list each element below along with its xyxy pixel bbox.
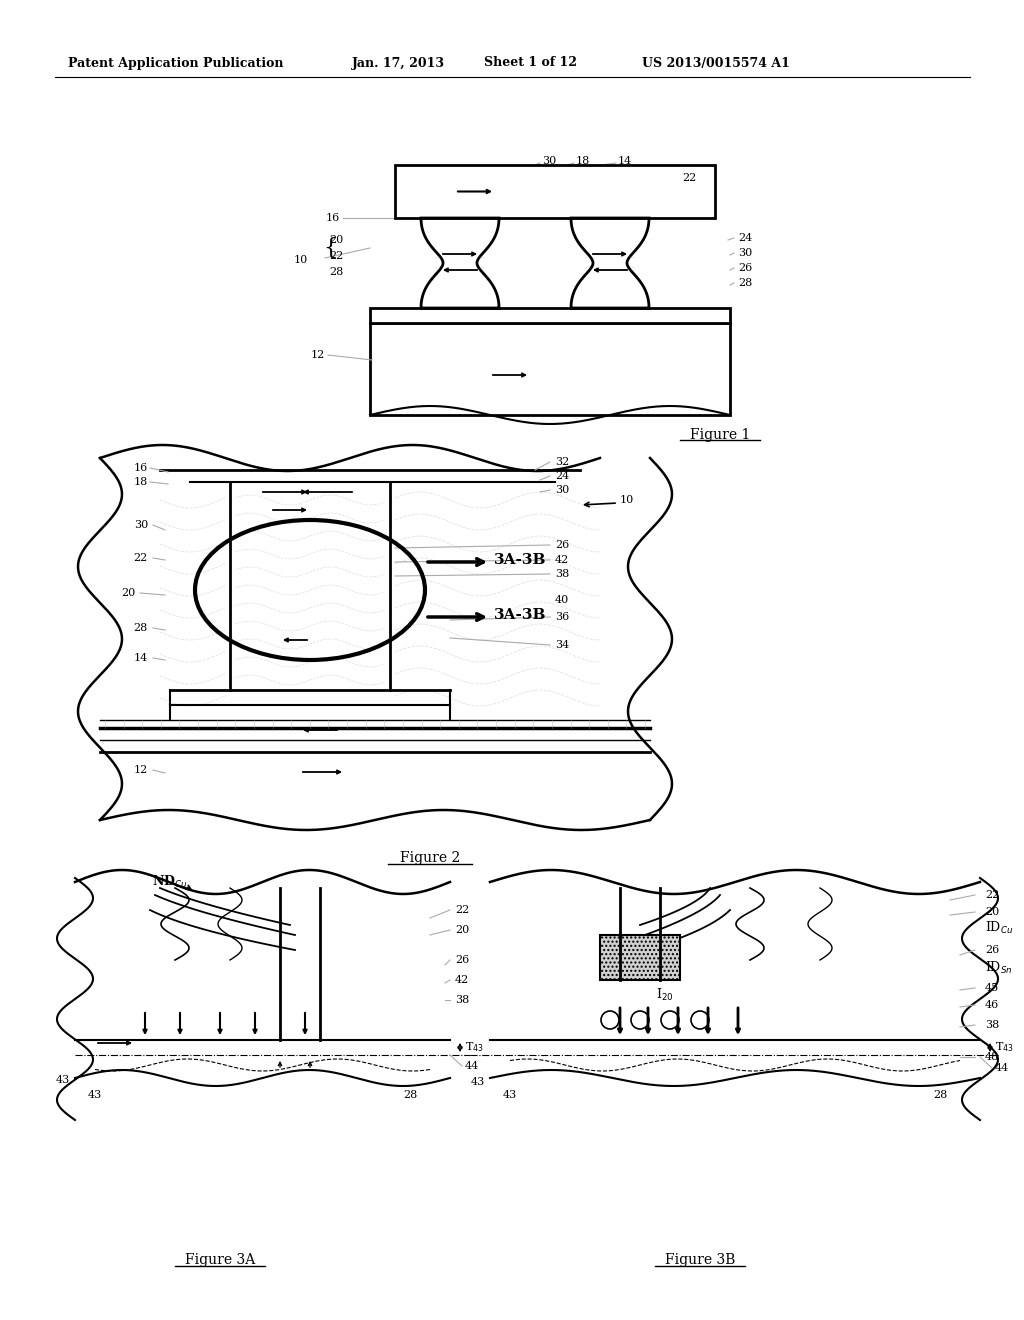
Text: 26: 26 xyxy=(555,540,569,550)
Text: 28: 28 xyxy=(933,1090,947,1100)
Text: 48: 48 xyxy=(985,1052,999,1063)
Text: 43: 43 xyxy=(471,1077,485,1086)
Text: 44: 44 xyxy=(465,1061,479,1071)
Bar xyxy=(370,308,730,323)
Text: Figure 2: Figure 2 xyxy=(400,851,460,865)
Polygon shape xyxy=(421,218,499,308)
Text: 16: 16 xyxy=(134,463,148,473)
Text: 24: 24 xyxy=(555,471,569,480)
Text: 18: 18 xyxy=(575,156,590,166)
Text: Sheet 1 of 12: Sheet 1 of 12 xyxy=(484,57,577,70)
Text: ID$_{Cu}$: ID$_{Cu}$ xyxy=(985,920,1014,936)
Text: 24: 24 xyxy=(738,234,753,243)
Text: 26: 26 xyxy=(985,945,999,954)
Text: 44: 44 xyxy=(995,1063,1010,1073)
Bar xyxy=(395,165,715,218)
Text: 30: 30 xyxy=(555,484,569,495)
Text: 20: 20 xyxy=(330,235,344,246)
Bar xyxy=(370,323,730,414)
Bar xyxy=(600,935,680,979)
Text: 28: 28 xyxy=(134,623,148,634)
Text: 12: 12 xyxy=(134,766,148,775)
Text: Patent Application Publication: Patent Application Publication xyxy=(68,57,284,70)
Text: 38: 38 xyxy=(455,995,469,1005)
Text: 28: 28 xyxy=(330,267,344,277)
Text: 22: 22 xyxy=(985,890,999,900)
Text: 12: 12 xyxy=(310,350,325,360)
Text: {: { xyxy=(323,238,337,259)
Text: 22: 22 xyxy=(330,251,344,261)
Text: ID$_{Sn}$: ID$_{Sn}$ xyxy=(985,960,1013,975)
Text: 14: 14 xyxy=(134,653,148,663)
Text: US 2013/0015574 A1: US 2013/0015574 A1 xyxy=(642,57,790,70)
Text: 30: 30 xyxy=(134,520,148,531)
Text: Jan. 17, 2013: Jan. 17, 2013 xyxy=(352,57,445,70)
Text: 42: 42 xyxy=(555,554,569,565)
Text: 45: 45 xyxy=(985,983,999,993)
Text: ND$_{Cu}$: ND$_{Cu}$ xyxy=(153,874,187,890)
Text: I$_{20}$: I$_{20}$ xyxy=(656,987,674,1003)
Text: 10: 10 xyxy=(620,495,634,506)
Text: 3A-3B: 3A-3B xyxy=(494,553,547,568)
Text: 42: 42 xyxy=(455,975,469,985)
Text: 22: 22 xyxy=(682,173,696,183)
Text: 43: 43 xyxy=(88,1090,102,1100)
Text: 20: 20 xyxy=(985,907,999,917)
Text: 16: 16 xyxy=(326,213,340,223)
Text: 30: 30 xyxy=(738,248,753,257)
Text: 26: 26 xyxy=(738,263,753,273)
Text: 3A-3B: 3A-3B xyxy=(494,609,547,622)
Text: 38: 38 xyxy=(985,1020,999,1030)
Text: 36: 36 xyxy=(555,612,569,622)
Text: 14: 14 xyxy=(618,156,632,166)
Text: 28: 28 xyxy=(402,1090,417,1100)
Text: 43: 43 xyxy=(55,1074,70,1085)
Text: 38: 38 xyxy=(555,569,569,579)
Text: 18: 18 xyxy=(134,477,148,487)
Text: 40: 40 xyxy=(555,595,569,605)
Text: 22: 22 xyxy=(134,553,148,564)
Text: Figure 1: Figure 1 xyxy=(690,428,751,442)
Text: 26: 26 xyxy=(455,954,469,965)
Text: T$_{43}$: T$_{43}$ xyxy=(995,1040,1014,1053)
Text: Figure 3B: Figure 3B xyxy=(665,1253,735,1267)
Text: 30: 30 xyxy=(542,156,556,166)
Text: 28: 28 xyxy=(738,279,753,288)
Text: 43: 43 xyxy=(503,1090,517,1100)
Text: 34: 34 xyxy=(555,640,569,649)
Text: 20: 20 xyxy=(455,925,469,935)
Text: T$_{43}$: T$_{43}$ xyxy=(465,1040,483,1053)
Text: 10: 10 xyxy=(294,255,308,265)
Text: 32: 32 xyxy=(555,457,569,467)
Text: 22: 22 xyxy=(455,906,469,915)
Text: Figure 3A: Figure 3A xyxy=(185,1253,255,1267)
Polygon shape xyxy=(571,218,649,308)
Text: 20: 20 xyxy=(121,587,135,598)
Text: 46: 46 xyxy=(985,1001,999,1010)
